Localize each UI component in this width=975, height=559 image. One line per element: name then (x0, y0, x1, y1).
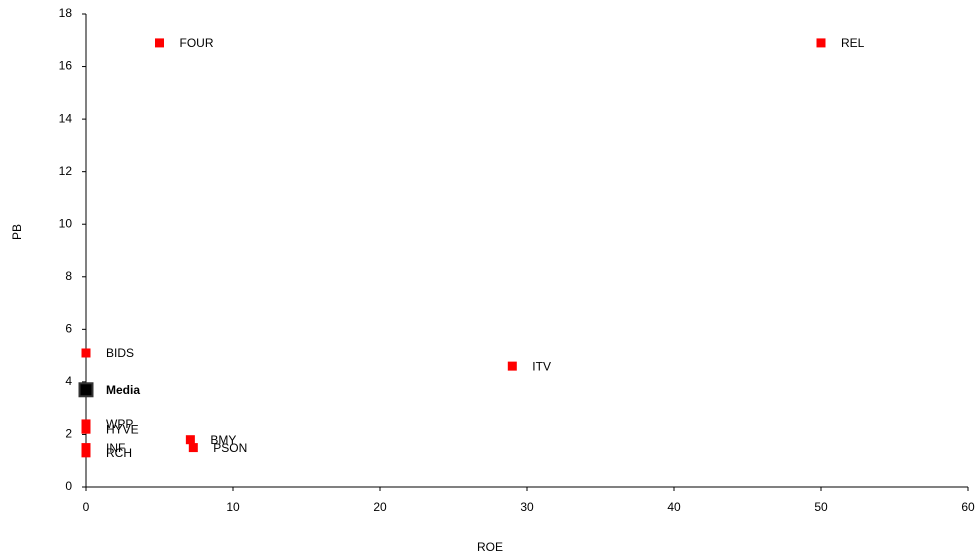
point-label: REL (841, 36, 865, 50)
point (81, 419, 91, 429)
point (81, 443, 91, 453)
point (81, 348, 91, 358)
y-tick-label: 6 (65, 322, 72, 336)
y-tick-label: 2 (65, 427, 72, 441)
point-label: FOUR (180, 36, 214, 50)
x-tick-label: 40 (667, 500, 681, 514)
x-tick-label: 0 (83, 500, 90, 514)
point (81, 448, 91, 458)
y-tick-label: 4 (65, 374, 72, 388)
y-tick-label: 18 (59, 6, 73, 20)
point-label: PSON (213, 441, 247, 455)
point-label: WPP (106, 417, 133, 431)
x-tick-label: 30 (520, 500, 534, 514)
y-tick-label: 10 (59, 216, 73, 230)
point-label: INF (106, 441, 125, 455)
point (155, 38, 164, 48)
point (816, 38, 826, 48)
point-label: ITV (532, 359, 551, 373)
y-tick-label: 16 (59, 59, 73, 73)
point (188, 443, 198, 453)
x-tick-label: 60 (961, 500, 975, 514)
point (81, 424, 91, 434)
x-axis-label: ROE (477, 540, 503, 554)
point-label: Media (106, 383, 140, 397)
y-axis-label: PB (10, 224, 24, 240)
x-tick-label: 50 (814, 500, 828, 514)
point (185, 435, 195, 445)
point (78, 382, 94, 398)
y-tick-label: 0 (65, 479, 72, 493)
point-label: BIDS (106, 346, 134, 360)
y-tick-label: 8 (65, 269, 72, 283)
point-label: RCH (106, 446, 132, 460)
point-label: BMY (210, 433, 236, 447)
x-tick-label: 20 (373, 500, 387, 514)
x-tick-label: 10 (226, 500, 240, 514)
y-tick-label: 12 (59, 164, 73, 178)
point (507, 361, 517, 371)
y-tick-label: 14 (59, 111, 73, 125)
point-label: HYVE (106, 422, 139, 436)
